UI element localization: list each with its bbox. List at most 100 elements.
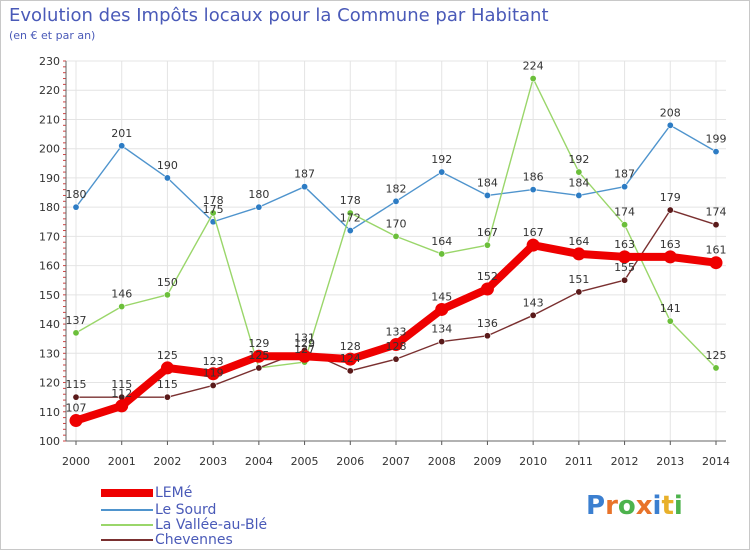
- data-label-le-sourd: 190: [157, 159, 178, 172]
- legend-item-leme: LEMé: [101, 484, 193, 501]
- y-tick-label: 130: [39, 347, 60, 360]
- data-point-leme: [298, 349, 312, 363]
- data-label-chevennes: 179: [660, 191, 681, 204]
- logo-letter: x: [635, 491, 653, 521]
- data-point-le-sourd: [301, 183, 309, 191]
- data-point-la-vallee-au-ble: [575, 168, 583, 176]
- data-label-la-vallee-au-ble: 146: [111, 288, 132, 301]
- data-point-le-sourd: [712, 148, 720, 156]
- data-point-la-vallee-au-ble: [483, 241, 491, 249]
- x-tick-label: 2014: [702, 455, 730, 468]
- data-label-le-sourd: 175: [203, 203, 224, 216]
- y-tick-label: 230: [39, 55, 60, 68]
- data-point-la-vallee-au-ble: [163, 291, 171, 299]
- data-label-le-sourd: 187: [614, 168, 635, 181]
- y-tick-label: 220: [39, 84, 60, 97]
- legend-item-la-vallee-au-ble: La Vallée-au-Blé: [101, 516, 268, 533]
- y-tick-label: 200: [39, 143, 60, 156]
- data-label-le-sourd: 180: [248, 188, 269, 201]
- data-label-chevennes: 155: [614, 261, 635, 274]
- data-label-le-sourd: 172: [340, 212, 361, 225]
- data-point-leme: [343, 352, 357, 366]
- logo-letter: o: [617, 491, 636, 521]
- logo-letter: i: [652, 491, 662, 521]
- data-label-la-vallee-au-ble: 178: [203, 194, 224, 207]
- data-label-chevennes: 115: [157, 378, 178, 391]
- data-label-chevennes: 131: [294, 331, 315, 344]
- data-point-le-sourd: [621, 183, 629, 191]
- data-point-chevennes: [392, 355, 400, 363]
- logo-letter: t: [661, 491, 674, 521]
- data-label-leme: 128: [340, 340, 361, 353]
- data-point-chevennes: [483, 332, 491, 340]
- data-point-le-sourd: [163, 174, 171, 182]
- data-label-le-sourd: 201: [111, 127, 132, 140]
- legend-swatch-la-vallee-au-ble: [101, 523, 153, 526]
- x-tick-label: 2005: [291, 455, 319, 468]
- data-point-le-sourd: [438, 168, 446, 176]
- data-point-leme: [252, 349, 266, 363]
- data-label-leme: 133: [386, 326, 407, 339]
- data-label-le-sourd: 192: [431, 153, 452, 166]
- x-tick-label: 2003: [199, 455, 227, 468]
- legend-label-chevennes: Chevennes: [155, 531, 233, 548]
- x-tick-label: 2009: [473, 455, 501, 468]
- data-label-la-vallee-au-ble: 150: [157, 276, 178, 289]
- x-tick-label: 2011: [565, 455, 593, 468]
- data-point-leme: [435, 302, 449, 316]
- data-label-leme: 123: [203, 355, 224, 368]
- data-point-chevennes: [163, 393, 171, 401]
- data-label-chevennes: 128: [386, 340, 407, 353]
- data-label-la-vallee-au-ble: 224: [523, 60, 544, 73]
- legend-item-chevennes: Chevennes: [101, 531, 233, 548]
- data-point-leme: [160, 361, 174, 375]
- x-tick-label: 2012: [611, 455, 639, 468]
- data-point-chevennes: [255, 364, 263, 372]
- legend-swatch-chevennes: [101, 538, 153, 541]
- proxiti-logo: Proxiti: [586, 491, 683, 521]
- data-point-chevennes: [346, 367, 354, 375]
- data-label-la-vallee-au-ble: 178: [340, 194, 361, 207]
- data-point-la-vallee-au-ble: [392, 232, 400, 240]
- data-label-le-sourd: 180: [66, 188, 87, 201]
- data-label-leme: 163: [660, 238, 681, 251]
- data-label-leme: 164: [568, 235, 589, 248]
- legend-label-la-vallee-au-ble: La Vallée-au-Blé: [155, 516, 268, 533]
- x-tick-label: 2004: [245, 455, 273, 468]
- data-label-chevennes: 136: [477, 317, 498, 330]
- y-tick-label: 140: [39, 318, 60, 331]
- y-tick-label: 110: [39, 406, 60, 419]
- data-point-chevennes: [712, 221, 720, 229]
- data-label-la-vallee-au-ble: 192: [568, 153, 589, 166]
- data-point-le-sourd: [72, 203, 80, 211]
- data-label-chevennes: 119: [203, 366, 224, 379]
- legend-label-leme: LEMé: [155, 484, 193, 501]
- y-tick-label: 160: [39, 260, 60, 273]
- data-label-leme: 129: [248, 337, 269, 350]
- data-point-leme: [115, 399, 129, 413]
- data-point-le-sourd: [666, 121, 674, 129]
- data-label-la-vallee-au-ble: 127: [294, 343, 315, 356]
- data-point-le-sourd: [575, 191, 583, 199]
- data-label-la-vallee-au-ble: 125: [248, 349, 269, 362]
- data-label-le-sourd: 186: [523, 171, 544, 184]
- x-tick-label: 2013: [656, 455, 684, 468]
- data-point-la-vallee-au-ble: [118, 303, 126, 311]
- y-tick-label: 100: [39, 435, 60, 448]
- data-point-leme: [663, 250, 677, 264]
- data-point-la-vallee-au-ble: [666, 317, 674, 325]
- data-point-le-sourd: [529, 186, 537, 194]
- data-point-la-vallee-au-ble: [209, 209, 217, 217]
- data-label-le-sourd: 184: [477, 176, 498, 189]
- data-point-la-vallee-au-ble: [72, 329, 80, 337]
- data-label-le-sourd: 187: [294, 168, 315, 181]
- data-label-chevennes: 174: [706, 206, 727, 219]
- data-point-chevennes: [575, 288, 583, 296]
- data-point-chevennes: [72, 393, 80, 401]
- data-label-chevennes: 151: [568, 273, 589, 286]
- y-tick-label: 180: [39, 201, 60, 214]
- data-point-leme: [572, 247, 586, 261]
- legend-item-le-sourd: Le Sourd: [101, 502, 216, 518]
- legend-swatch-leme: [101, 488, 153, 497]
